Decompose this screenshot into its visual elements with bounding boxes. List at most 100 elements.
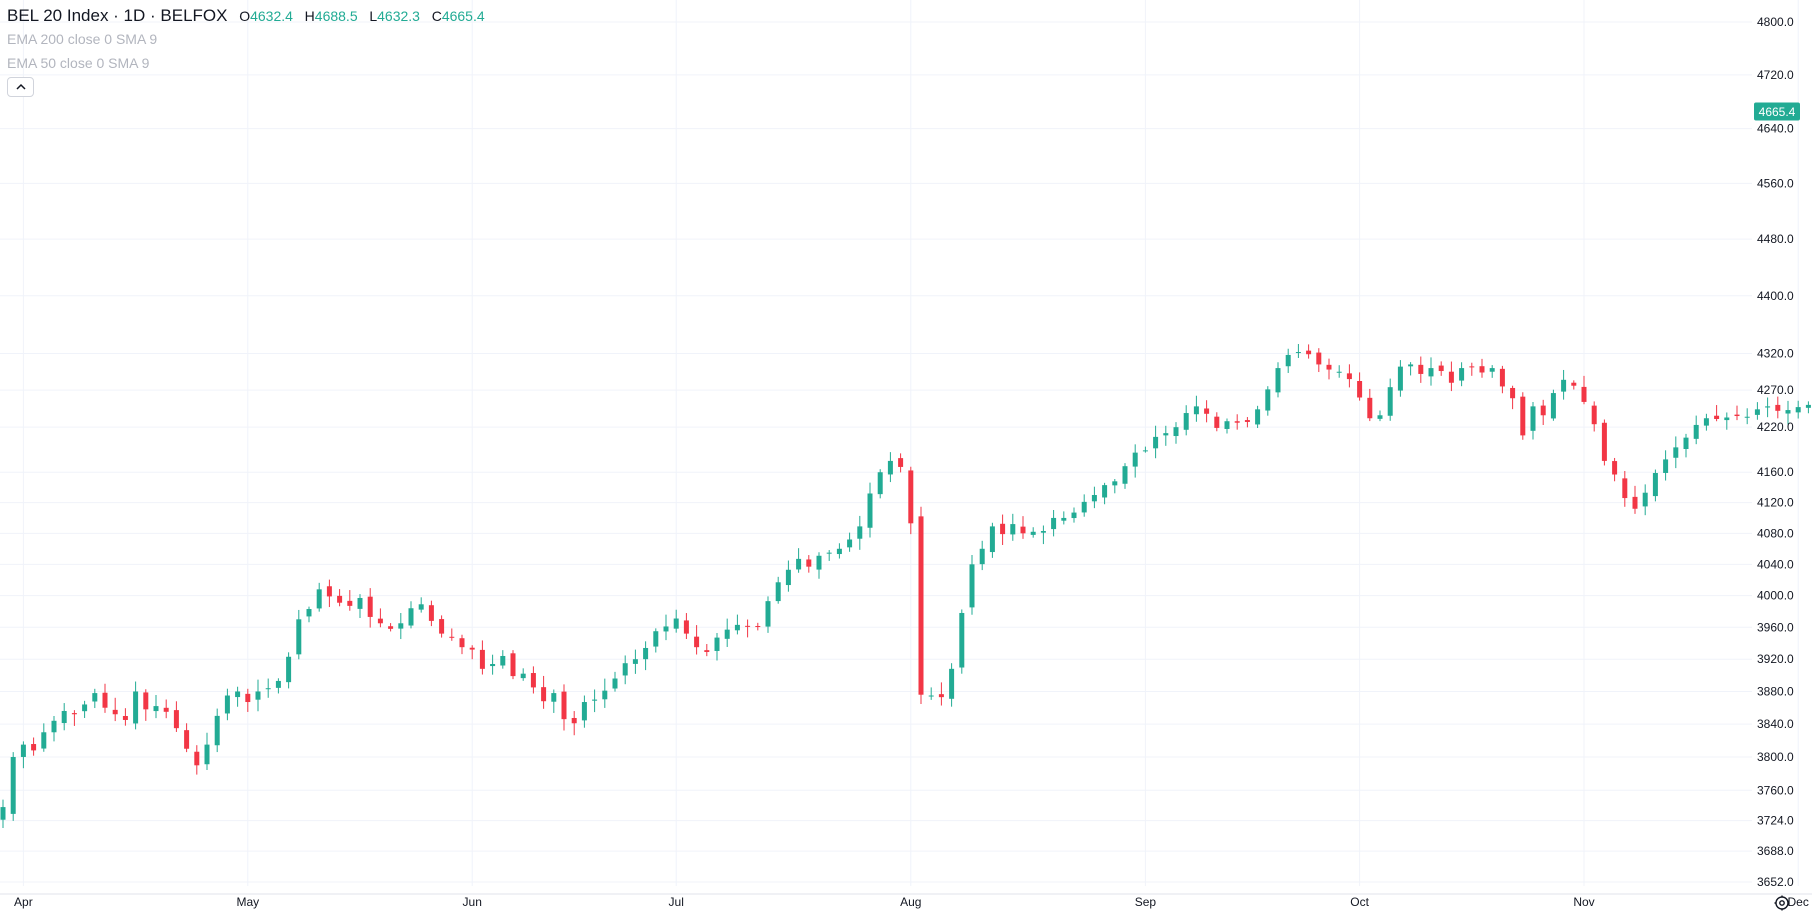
candle xyxy=(1193,395,1199,422)
candle-body xyxy=(1469,366,1475,368)
candle-body xyxy=(1703,418,1709,426)
candle-body xyxy=(265,688,271,690)
candle xyxy=(643,641,649,671)
indicator-ema-200[interactable]: EMA 200 close 0 SMA 9 xyxy=(7,31,158,47)
candle-body xyxy=(714,637,720,651)
candle xyxy=(571,711,577,736)
candle-body xyxy=(1724,417,1730,421)
candle-body xyxy=(204,744,210,765)
candle xyxy=(194,745,200,775)
price-tick-label: 4270.0 xyxy=(1757,383,1794,397)
candle xyxy=(1091,486,1097,509)
candle xyxy=(0,799,6,828)
close-label: C xyxy=(431,8,442,24)
candle xyxy=(1714,405,1720,422)
price-tick-label: 3760.0 xyxy=(1757,783,1794,797)
gear-icon xyxy=(1774,895,1790,911)
price-tick-label: 3652.0 xyxy=(1757,875,1794,889)
candle xyxy=(1357,372,1363,401)
candle-body xyxy=(71,713,77,715)
time-axis[interactable]: AprMayJunJulAugSepOctNovDec2025FebMarApr… xyxy=(0,893,1812,909)
candle-body xyxy=(1785,410,1791,414)
candle xyxy=(1540,399,1546,426)
candle-body xyxy=(51,720,57,733)
candle xyxy=(82,700,88,718)
candle xyxy=(439,615,445,638)
candle-body xyxy=(1244,420,1250,422)
candle xyxy=(1122,463,1128,489)
last-price-tag xyxy=(1754,102,1800,121)
candle-body xyxy=(796,558,802,570)
candle-body xyxy=(153,706,159,712)
candle xyxy=(306,606,312,623)
price-tick-label: 3960.0 xyxy=(1757,620,1794,634)
candle-body xyxy=(1418,364,1424,374)
candle-body xyxy=(755,626,761,628)
candle xyxy=(857,515,863,550)
candle-body xyxy=(1030,531,1036,535)
last-price-badge: 4665.4 xyxy=(1754,102,1800,121)
candle-body xyxy=(1663,459,1669,473)
candle xyxy=(102,683,108,713)
candle xyxy=(1561,369,1567,400)
candle-body xyxy=(1163,433,1169,436)
candle-body xyxy=(61,710,67,724)
candle xyxy=(1040,525,1046,545)
candle xyxy=(337,589,343,607)
candle xyxy=(826,550,832,561)
candle-body xyxy=(1397,366,1403,391)
candle-body xyxy=(112,709,118,715)
candle xyxy=(31,737,37,756)
candle xyxy=(255,679,261,712)
collapse-indicators-button[interactable] xyxy=(7,77,34,97)
time-tick-label: Sep xyxy=(1135,895,1157,909)
candle xyxy=(163,699,169,719)
candle-body xyxy=(184,730,190,749)
candle-body xyxy=(1805,404,1811,408)
candle-body xyxy=(632,659,638,664)
price-tick-label: 4800.0 xyxy=(1757,15,1794,29)
candle-body xyxy=(459,638,465,648)
candle xyxy=(377,608,383,628)
chart-settings-button[interactable] xyxy=(1771,892,1793,914)
candle-body xyxy=(1112,481,1118,486)
symbol-title[interactable]: BEL 20 Index · 1D · BELFOX xyxy=(7,6,228,25)
candle-body xyxy=(1652,472,1658,497)
indicator-ema-50[interactable]: EMA 50 close 0 SMA 9 xyxy=(7,55,150,71)
candle-body xyxy=(1693,424,1699,439)
candle xyxy=(1683,433,1689,458)
candle xyxy=(1051,509,1057,537)
candle xyxy=(1214,412,1220,432)
candle-body xyxy=(1000,523,1006,535)
price-tick-label: 3724.0 xyxy=(1757,814,1794,828)
candle xyxy=(1510,385,1516,410)
candle xyxy=(133,681,139,730)
candle xyxy=(316,582,322,612)
candle xyxy=(775,576,781,604)
candle-body xyxy=(622,663,628,676)
candle xyxy=(714,632,720,661)
candle xyxy=(1734,405,1740,421)
candle xyxy=(1724,412,1730,430)
price-tick-label: 4120.0 xyxy=(1757,496,1794,510)
price-tick-label: 3920.0 xyxy=(1757,652,1794,666)
candle xyxy=(173,701,179,732)
candle xyxy=(1061,511,1067,525)
candle xyxy=(632,649,638,674)
candle-body xyxy=(1010,524,1016,535)
candle-body xyxy=(306,609,312,617)
price-tick-label: 4480.0 xyxy=(1757,232,1794,246)
candle-body xyxy=(316,589,322,609)
candle-body xyxy=(745,625,751,627)
candle xyxy=(1010,513,1016,541)
price-axis[interactable]: 4800.0 4720.0 4640.0 4560.0 4480.0 4400.0 4320… xyxy=(1757,15,1794,889)
candle xyxy=(1489,365,1495,378)
candle-body xyxy=(133,691,139,724)
candle-body xyxy=(602,690,608,700)
candle-body xyxy=(857,526,863,539)
candle-body xyxy=(1173,427,1179,437)
candle-body xyxy=(1132,452,1138,467)
candle xyxy=(1102,482,1108,505)
candle xyxy=(20,741,26,769)
